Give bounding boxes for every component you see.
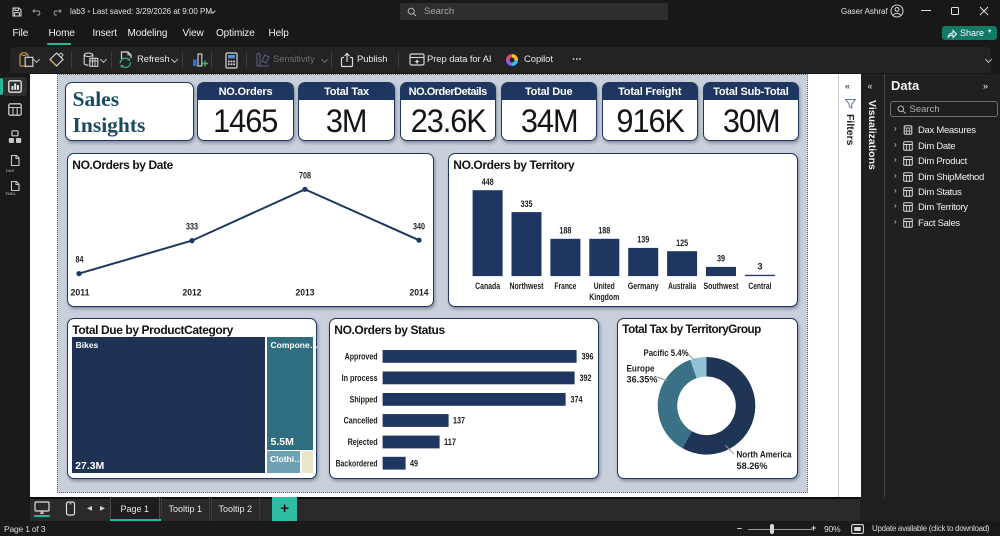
svg-text:139: 139 [637, 234, 649, 244]
svg-text:335: 335 [520, 199, 532, 209]
svg-text:374: 374 [570, 394, 582, 404]
svg-text:58.26%: 58.26% [736, 461, 768, 471]
svg-text:Canada: Canada [475, 281, 500, 291]
svg-text:Central: Central [748, 281, 771, 291]
svg-text:340: 340 [413, 221, 425, 231]
svg-text:Backordered: Backordered [335, 458, 377, 468]
svg-text:392: 392 [579, 373, 591, 383]
svg-text:396: 396 [581, 351, 593, 361]
svg-text:2011: 2011 [70, 287, 89, 297]
svg-text:Southwest: Southwest [703, 281, 738, 291]
svg-text:Kingdom: Kingdom [589, 292, 619, 302]
svg-text:Approved: Approved [344, 351, 377, 361]
svg-text:39: 39 [717, 253, 725, 263]
svg-text:448: 448 [481, 177, 493, 187]
svg-text:708: 708 [299, 170, 311, 180]
svg-text:In process: In process [341, 373, 377, 383]
svg-text:United: United [593, 281, 614, 291]
svg-text:North America: North America [736, 449, 792, 459]
svg-text:2013: 2013 [295, 287, 314, 297]
svg-text:France: France [554, 281, 576, 291]
svg-text:Shipped: Shipped [349, 394, 377, 404]
svg-text:Pacific 5.4%: Pacific 5.4% [643, 348, 689, 358]
svg-text:36.35%: 36.35% [626, 374, 658, 384]
svg-text:117: 117 [444, 437, 456, 447]
svg-text:2012: 2012 [182, 287, 201, 297]
svg-text:188: 188 [559, 225, 571, 235]
svg-text:Europe: Europe [626, 363, 654, 373]
svg-text:Cancelled: Cancelled [343, 415, 377, 425]
svg-text:2014: 2014 [409, 287, 429, 297]
svg-text:Germany: Germany [627, 281, 658, 291]
svg-text:137: 137 [453, 415, 465, 425]
svg-text:49: 49 [410, 458, 418, 468]
svg-text:84: 84 [75, 254, 84, 264]
svg-text:Northwest: Northwest [509, 281, 543, 291]
svg-text:125: 125 [676, 238, 688, 248]
svg-text:Australia: Australia [668, 281, 696, 291]
svg-text:333: 333 [186, 221, 198, 231]
svg-text:Rejected: Rejected [347, 437, 377, 447]
svg-text:188: 188 [598, 225, 610, 235]
svg-text:3: 3 [757, 261, 762, 271]
